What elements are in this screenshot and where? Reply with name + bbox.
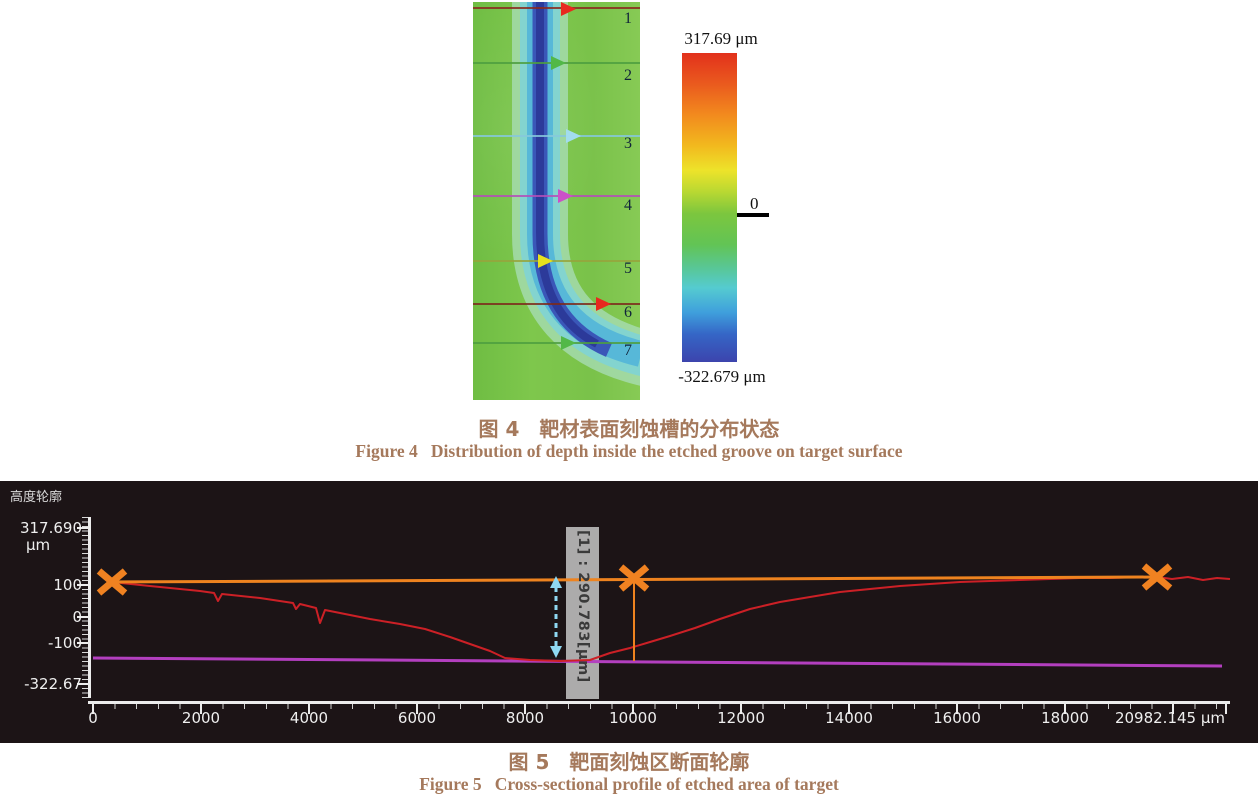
scan-line-number: 3 <box>624 135 632 152</box>
profile-plot-panel: 高度轮廓 317.690 μm 100 0 -100 -322.67 0 200… <box>0 481 1258 743</box>
x-axis-tick-label: 4000 <box>289 709 329 727</box>
colorbar-min-label: -322.679 μm <box>678 367 766 386</box>
scan-line-6 <box>473 303 640 305</box>
x-axis-tick-label: 6000 <box>397 709 437 727</box>
y-axis-minor-ticks <box>82 517 88 698</box>
x-axis-major-tick <box>524 704 526 714</box>
x-marker-left <box>96 568 128 596</box>
x-axis-tick-label: 0 <box>88 709 98 727</box>
x-axis-major-tick <box>200 704 202 714</box>
x-axis-major-tick <box>1225 704 1227 714</box>
scan-arrow-icon-2 <box>551 56 566 70</box>
y-axis-label: 0 <box>72 608 82 626</box>
scan-arrow-icon-6 <box>596 297 611 311</box>
y-axis-label: -322.67 <box>24 675 82 693</box>
x-axis-major-tick <box>416 704 418 714</box>
scan-line-1 <box>473 7 640 9</box>
x-axis-tick-label: 12000 <box>717 709 765 727</box>
x-axis-major-tick <box>956 704 958 714</box>
lower-reference-line <box>92 656 1223 668</box>
scan-arrow-icon-1 <box>561 2 576 16</box>
x-axis-major-tick <box>632 704 634 714</box>
x-axis-tick-label: 2000 <box>181 709 221 727</box>
x-axis-line <box>88 701 1230 704</box>
scan-line-3 <box>473 135 640 137</box>
y-axis-line <box>88 517 91 698</box>
figure5-caption-en: Figure 5 Cross-sectional profile of etch… <box>419 774 839 794</box>
y-axis-label: -100 <box>47 634 82 652</box>
figure4-caption-en: Figure 4 Distribution of depth inside th… <box>355 441 903 461</box>
x-axis-tick-label: 10000 <box>609 709 657 727</box>
y-axis-major-tick <box>77 584 89 586</box>
scan-arrow-icon-5 <box>538 254 553 268</box>
figure4-caption-zh: 图 4 靶材表面刻蚀槽的分布状态 <box>478 417 780 441</box>
scan-line-number: 7 <box>624 342 632 359</box>
scan-line-number: 2 <box>624 67 632 84</box>
x-axis-minor-ticks <box>93 704 1228 709</box>
colorbar <box>682 53 737 362</box>
depth-measurement-label: [1] : 290.783[μm] <box>575 530 591 683</box>
y-axis-major-tick <box>77 683 89 685</box>
scan-line-number: 4 <box>624 197 632 214</box>
height-profile-curve <box>111 576 1231 662</box>
x-axis-tick-label: 16000 <box>933 709 981 727</box>
scan-line-number: 5 <box>624 260 632 277</box>
x-axis-major-tick <box>848 704 850 714</box>
x-axis-major-tick <box>308 704 310 714</box>
scan-arrow-icon-3 <box>566 129 581 143</box>
scan-line-number: 1 <box>624 10 632 27</box>
scan-line-7 <box>473 342 640 344</box>
scan-line-number: 6 <box>624 304 632 321</box>
scan-arrow-icon-7 <box>561 336 576 350</box>
x-axis-major-tick <box>1172 704 1174 714</box>
scan-arrow-icon-4 <box>558 189 573 203</box>
x-axis-tick-label: 14000 <box>825 709 873 727</box>
x-axis-end-label: 20982.145 μm <box>1114 709 1226 727</box>
x-marker-middle <box>618 564 650 592</box>
y-axis-label: 100 <box>53 576 82 594</box>
upper-reference-line <box>111 575 1158 584</box>
y-axis-unit-label: μm <box>26 536 51 554</box>
y-axis-major-tick <box>77 642 89 644</box>
colorbar-zero-label: 0 <box>750 194 759 213</box>
colorbar-zero-tick <box>737 213 769 217</box>
etched-groove-graphic <box>512 2 640 386</box>
x-axis-major-tick <box>92 704 94 714</box>
y-axis-major-tick <box>77 616 89 618</box>
x-marker-right <box>1141 563 1173 591</box>
heightmap-image: 1 2 3 4 5 6 7 <box>473 2 640 400</box>
x-axis-major-tick <box>740 704 742 714</box>
x-axis-tick-label: 18000 <box>1041 709 1089 727</box>
scan-line-4 <box>473 195 640 197</box>
x-axis-tick-label: 8000 <box>505 709 545 727</box>
depth-arrow-icon <box>550 576 562 658</box>
colorbar-max-label: 317.69 μm <box>684 29 758 48</box>
plot-title: 高度轮廓 <box>10 490 63 505</box>
figure5-caption-zh: 图 5 靶面刻蚀区断面轮廓 <box>508 750 750 774</box>
scan-line-5 <box>473 260 640 262</box>
y-axis-major-tick <box>77 527 89 529</box>
y-axis-label: 317.690 <box>19 519 82 537</box>
x-axis-major-tick <box>1064 704 1066 714</box>
